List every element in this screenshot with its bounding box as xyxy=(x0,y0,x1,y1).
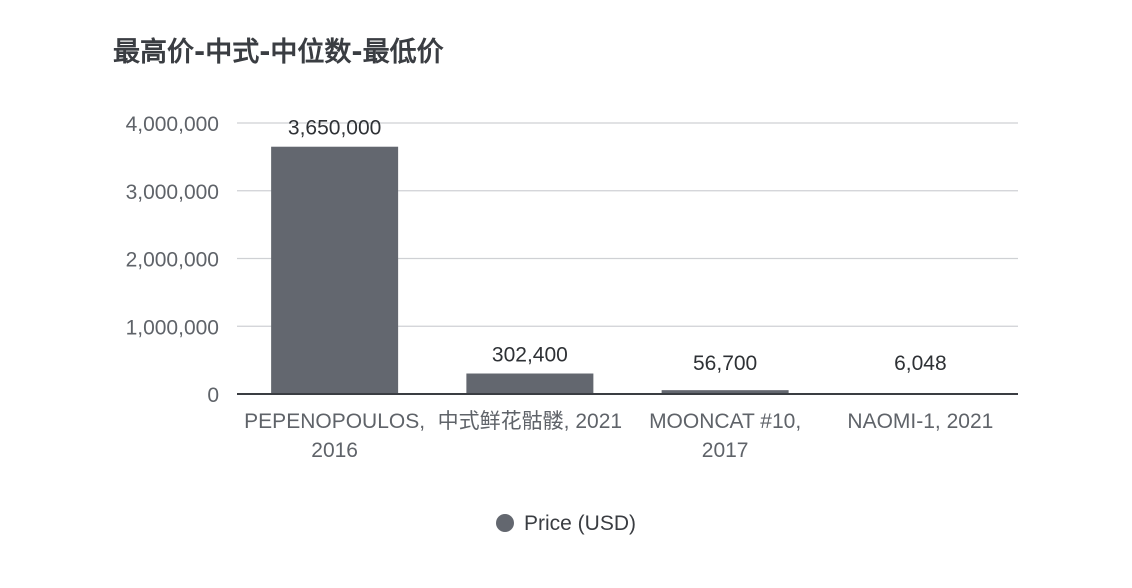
x-tick-label: NAOMI-1, 2021 xyxy=(847,410,994,433)
data-label: 56,700 xyxy=(693,352,757,375)
x-tick-label: PEPENOPOULOS, 2016 xyxy=(244,410,426,462)
bar xyxy=(271,146,399,394)
x-tick-label: 中式鲜花骷髅, 2021 xyxy=(437,410,623,433)
legend-swatch xyxy=(495,514,514,532)
y-tick-label: 4,000,000 xyxy=(126,113,219,136)
data-label: 302,400 xyxy=(492,344,568,367)
bar xyxy=(466,373,594,394)
data-label: 3,650,000 xyxy=(288,117,381,140)
y-tick-label: 3,000,000 xyxy=(126,181,219,204)
legend[interactable]: Price (USD) xyxy=(0,512,1132,536)
data-label: 6,048 xyxy=(894,352,947,375)
bar xyxy=(661,390,789,394)
y-tick-label: 1,000,000 xyxy=(126,316,219,339)
x-tick-label: MOONCAT #10, 2017 xyxy=(649,410,802,462)
legend-label: Price (USD) xyxy=(523,512,636,535)
y-tick-label: 0 xyxy=(207,384,219,407)
chart-title: 最高价-中式-中位数-最低价 xyxy=(113,37,444,68)
y-tick-label: 2,000,000 xyxy=(126,249,219,272)
